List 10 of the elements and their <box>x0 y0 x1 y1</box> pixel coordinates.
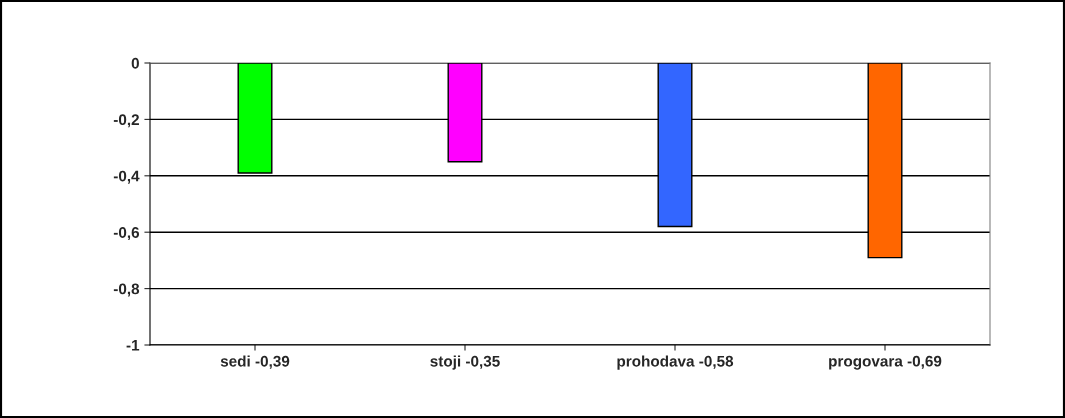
y-tick-label: -0,8 <box>113 283 140 297</box>
x-tick-label: sedi -0,39 <box>220 355 290 369</box>
y-tick-label: -1 <box>126 340 140 351</box>
x-tick-label: prohodava -0,58 <box>617 355 734 370</box>
y-tick-label: -0,6 <box>113 227 140 241</box>
x-tick-label: stoji -0,35 <box>430 355 500 370</box>
x-tick-label: progovara -0,69 <box>829 355 942 370</box>
y-tick-label: 0 <box>131 57 139 69</box>
y-tick-label: -0,4 <box>113 170 140 184</box>
y-tick-label: -0,2 <box>113 114 139 128</box>
